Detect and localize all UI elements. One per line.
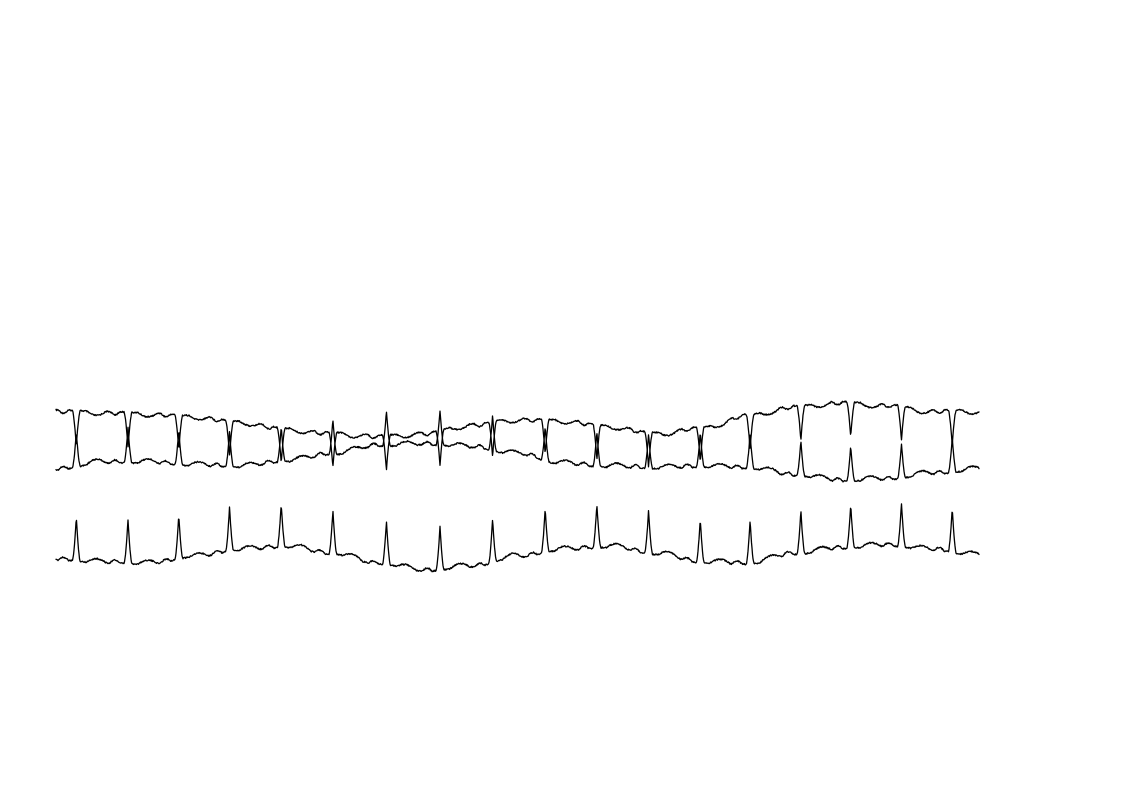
ecg-traces: [55, 400, 980, 573]
ecg-trace-3: [55, 503, 980, 573]
ecg-trace-1: [55, 400, 980, 471]
ecg-trace-2: [55, 410, 980, 483]
